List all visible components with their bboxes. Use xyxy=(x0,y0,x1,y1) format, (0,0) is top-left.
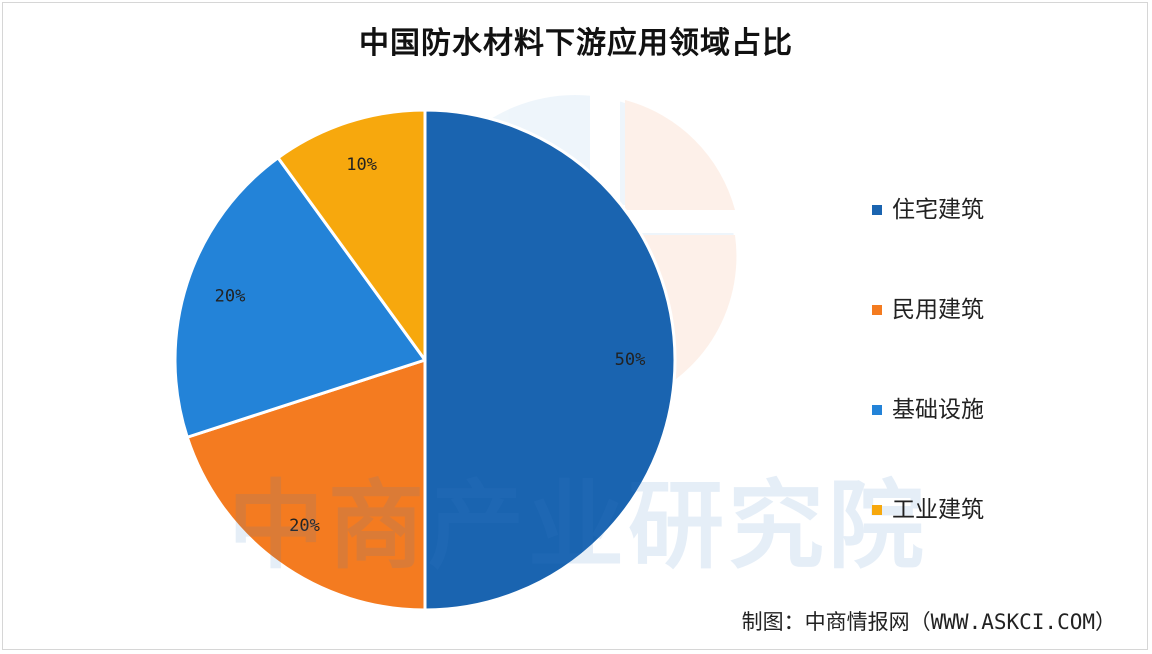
watermark-text: 中商产业研究院 xyxy=(228,470,928,582)
pie-labels: 50% 20% 20% 10% xyxy=(215,155,646,536)
legend-swatch xyxy=(872,305,882,315)
source-note: 制图：中商情报网（WWW.ASKCI.COM） xyxy=(741,610,1116,634)
legend-swatch xyxy=(872,505,882,515)
pie-slice-0 xyxy=(423,108,677,612)
pie-slice-1 xyxy=(185,358,427,612)
legend-label: 住宅建筑 xyxy=(892,197,984,223)
pie-label-2: 20% xyxy=(215,287,246,307)
pie-label-3: 10% xyxy=(346,155,377,175)
chart-legend: 住宅建筑民用建筑基础设施工业建筑 xyxy=(872,160,984,560)
legend-item-2: 基础设施 xyxy=(872,360,984,460)
pie-label-0: 50% xyxy=(615,350,646,370)
legend-label: 民用建筑 xyxy=(892,297,984,323)
legend-label: 工业建筑 xyxy=(892,497,984,523)
pie-slice-3 xyxy=(276,108,427,362)
legend-item-3: 工业建筑 xyxy=(872,460,984,560)
legend-item-0: 住宅建筑 xyxy=(872,160,984,260)
legend-swatch xyxy=(872,405,882,415)
chart-title: 中国防水材料下游应用领域占比 xyxy=(359,26,793,61)
pie-slices xyxy=(173,108,677,612)
legend-item-1: 民用建筑 xyxy=(872,260,984,360)
pie-label-1: 20% xyxy=(289,516,320,536)
legend-label: 基础设施 xyxy=(892,397,984,423)
pie-slice-2 xyxy=(173,156,427,439)
legend-swatch xyxy=(872,205,882,215)
